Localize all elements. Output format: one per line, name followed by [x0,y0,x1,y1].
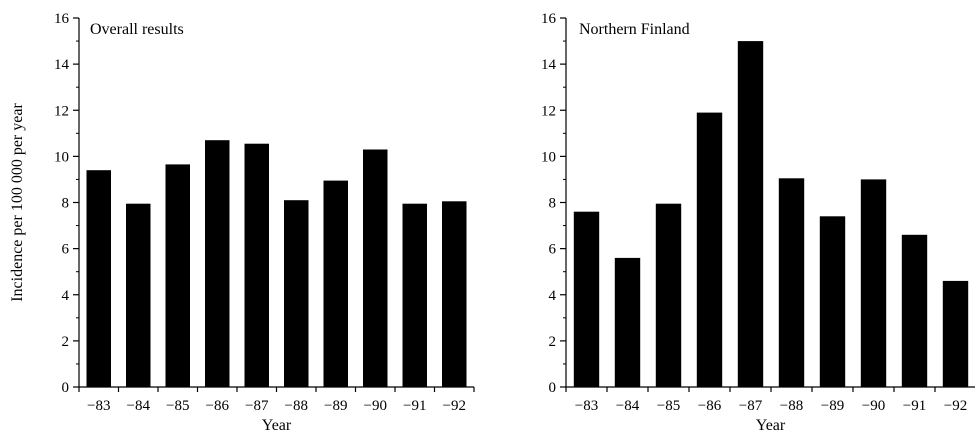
y-tick-label: 2 [549,334,557,350]
panel-title: Northern Finland [579,21,690,38]
bar [778,178,805,387]
x-tick-label: −88 [285,398,308,414]
y-tick-label: 10 [54,149,69,165]
bar [655,203,682,387]
bar [284,200,309,387]
y-tick-label: 0 [549,380,557,396]
y-tick-label: 10 [541,149,556,165]
bar [402,203,427,387]
bar [737,41,764,387]
x-tick-label: −83 [575,398,598,414]
x-tick-label: −87 [739,398,763,414]
x-axis-title: Year [756,417,786,434]
x-tick-label: −92 [944,398,967,414]
x-tick-label: −88 [780,398,803,414]
y-axis-title: Incidence per 100 000 per year [9,103,26,302]
x-tick-label: −84 [616,398,640,414]
bar [244,143,269,387]
y-tick-label: 12 [541,103,556,119]
bar [901,234,928,387]
bar [363,149,388,387]
x-tick-label: −85 [657,398,680,414]
y-tick-label: 14 [54,57,70,73]
y-tick-label: 12 [54,103,69,119]
y-tick-label: 2 [62,334,70,350]
y-tick-label: 6 [62,242,70,258]
y-tick-label: 4 [549,288,557,304]
bar [573,211,600,387]
x-tick-label: −83 [87,398,110,414]
y-tick-label: 8 [549,196,557,212]
bar [614,257,641,387]
bar [819,216,846,387]
y-tick-label: 16 [54,11,70,27]
bar [165,164,190,387]
x-tick-label: −92 [443,398,466,414]
x-tick-label: −89 [324,398,347,414]
x-tick-label: −90 [862,398,885,414]
bar [942,280,969,387]
bar [442,201,467,387]
panel-northern-finland: 0 2 4 6 8 10 12 14 16 −83 −84 −85 −86 −87 −88 −89 −90 −91… [541,11,975,434]
panel-overall-results: 0 2 4 6 8 10 12 14 16 −83 −84 −85 −86 −87 −88 −89 −90 −91… [9,11,475,434]
bar [205,140,230,387]
x-tick-label: −86 [698,398,722,414]
x-tick-label: −91 [403,398,426,414]
x-tick-label: −91 [903,398,926,414]
y-tick-label: 14 [541,57,557,73]
x-tick-label: −85 [166,398,189,414]
y-tick-label: 16 [541,11,557,27]
bar [126,203,151,387]
x-tick-label: −87 [245,398,269,414]
y-tick-label: 4 [62,288,70,304]
bar [323,180,348,387]
y-tick-label: 8 [62,196,70,212]
panel-title: Overall results [90,21,184,38]
bar [696,112,723,387]
x-axis-title: Year [262,417,292,434]
y-tick-label: 6 [549,242,557,258]
x-tick-label: −84 [127,398,151,414]
bar [86,170,111,387]
y-tick-label: 0 [62,380,70,396]
x-tick-label: −89 [821,398,844,414]
x-tick-label: −86 [206,398,230,414]
x-tick-label: −90 [364,398,387,414]
bar [860,179,887,387]
